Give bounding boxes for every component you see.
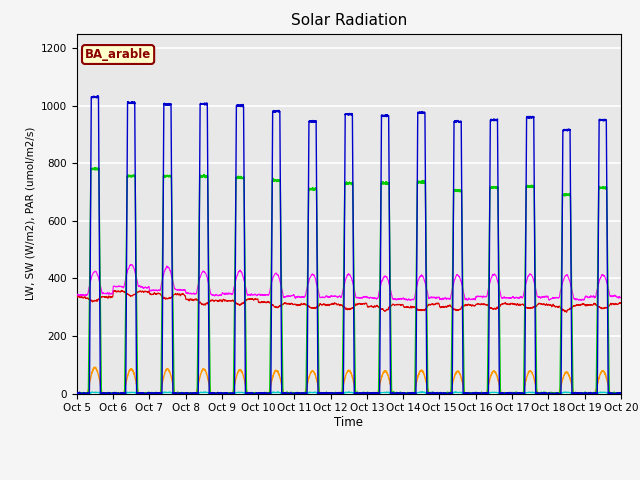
SW_out: [616, 391, 624, 396]
SW_out: [471, 391, 479, 396]
SW_out: [171, 391, 179, 396]
PAR_in: [502, 390, 509, 396]
SW_in: [171, 391, 179, 396]
PAR_in: [441, 391, 449, 396]
PAR_out: [206, 391, 214, 396]
SW_in: [329, 390, 337, 396]
LW_out: [73, 293, 81, 299]
SW_out: [502, 390, 509, 396]
Line: SW_out: SW_out: [77, 367, 621, 394]
Legend: LW_in, LW_out, PAR_in, PAR_out, SW_in, SW_out: LW_in, LW_out, PAR_in, PAR_out, SW_in, S…: [115, 476, 583, 480]
SW_out: [329, 391, 337, 396]
LW_out: [502, 295, 509, 300]
Line: PAR_in: PAR_in: [77, 96, 621, 394]
SW_out: [617, 391, 625, 396]
LW_out: [171, 286, 179, 292]
PAR_in: [94, 93, 102, 99]
LW_in: [616, 300, 624, 306]
LW_in: [73, 293, 81, 299]
LW_in: [329, 300, 337, 306]
Line: LW_out: LW_out: [77, 264, 621, 300]
LW_out: [575, 298, 582, 303]
LW_out: [471, 296, 479, 302]
LW_in: [471, 303, 479, 309]
LW_in: [111, 288, 119, 293]
SW_in: [617, 391, 625, 396]
X-axis label: Time: Time: [334, 416, 364, 429]
Text: BA_arable: BA_arable: [85, 48, 151, 61]
LW_out: [329, 293, 337, 299]
LW_in: [171, 291, 179, 297]
PAR_out: [171, 391, 179, 396]
SW_in: [471, 391, 479, 396]
PAR_out: [88, 389, 96, 395]
LW_out: [441, 295, 449, 301]
LW_out: [128, 262, 136, 267]
Line: PAR_out: PAR_out: [77, 392, 621, 394]
PAR_in: [329, 391, 337, 396]
Line: LW_in: LW_in: [77, 290, 621, 312]
SW_out: [441, 391, 449, 396]
PAR_in: [171, 391, 179, 396]
LW_in: [563, 309, 570, 315]
SW_out: [73, 391, 81, 396]
PAR_out: [502, 390, 509, 396]
SW_out: [91, 364, 99, 370]
SW_in: [616, 390, 624, 396]
SW_in: [502, 391, 509, 396]
PAR_out: [73, 390, 81, 396]
PAR_in: [616, 391, 624, 396]
PAR_in: [471, 390, 479, 396]
LW_out: [616, 294, 624, 300]
SW_in: [441, 391, 449, 396]
Line: SW_in: SW_in: [77, 168, 621, 394]
PAR_in: [73, 391, 81, 396]
LW_in: [617, 300, 625, 306]
PAR_out: [616, 390, 624, 396]
PAR_out: [329, 391, 337, 396]
LW_in: [441, 304, 449, 310]
LW_in: [502, 300, 509, 306]
Title: Solar Radiation: Solar Radiation: [291, 13, 407, 28]
SW_in: [73, 391, 81, 396]
PAR_out: [617, 391, 625, 396]
PAR_out: [441, 390, 449, 396]
SW_in: [92, 165, 99, 171]
Y-axis label: LW, SW (W/m2), PAR (umol/m2/s): LW, SW (W/m2), PAR (umol/m2/s): [25, 127, 35, 300]
PAR_out: [471, 390, 479, 396]
SW_out: [73, 391, 81, 396]
PAR_in: [617, 390, 625, 396]
LW_out: [617, 295, 625, 300]
